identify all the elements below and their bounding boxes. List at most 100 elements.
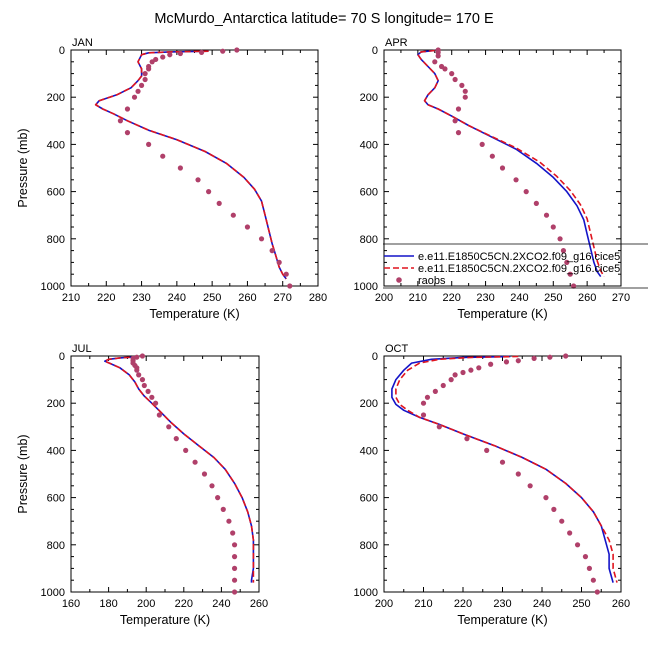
panel-apr-xtick-label: 270 <box>612 292 630 304</box>
panel-oct-raobs-point <box>476 365 482 371</box>
panel-apr-model2-line <box>417 49 605 277</box>
panel-jul-ytick-label: 600 <box>47 493 65 505</box>
panel-jan-raobs-point <box>167 52 173 58</box>
panel-jul-frame <box>70 355 260 593</box>
panel-apr-raobs-point <box>499 165 506 171</box>
panel-oct-raobs-point <box>515 471 521 477</box>
panel-jan-raobs-point <box>135 88 141 94</box>
panel-jan-xlabel: Temperature (K) <box>149 307 239 321</box>
panel-jul-xlabel: Temperature (K) <box>120 613 210 627</box>
panel-jul-raobs-point <box>220 506 226 512</box>
panel-jan-raobs-point <box>177 165 183 171</box>
panel-jan-xtick-label: 270 <box>274 292 292 304</box>
panel-jul-model2-line <box>104 355 255 583</box>
panel-jul: JUL 160 180 200 220 240 260 0 200 400 600 800 1000 Te… <box>16 343 268 627</box>
panel-jan-xtick-label: 230 <box>132 292 150 304</box>
panel-apr-raobs-point <box>455 106 462 112</box>
panel-jul-raobs-point <box>209 483 215 489</box>
panel-jan-raobs-point <box>269 248 275 254</box>
panel-jan-xtick-label: 280 <box>309 292 327 304</box>
panel-jan-ytick-label: 600 <box>47 187 65 199</box>
panel-jul-raobs-point <box>145 388 151 394</box>
panel-jan-raobs-point <box>216 200 222 206</box>
panel-jan-raobs-point <box>131 94 138 100</box>
panel-jan-ytick-label: 400 <box>47 139 65 151</box>
panel-apr-raobs-point <box>459 82 465 88</box>
panel-jan-raobs-point <box>276 259 282 265</box>
panel-jul-xtick-label: 220 <box>175 598 193 610</box>
panel-jul-ytick-label: 200 <box>47 398 65 410</box>
panel-jan-raobs-point <box>124 106 131 112</box>
panel-jul-raobs-point <box>201 471 208 477</box>
panel-oct-raobs-point <box>590 577 596 583</box>
panel-apr-xtick-label: 220 <box>443 292 461 304</box>
panel-oct-raobs-point <box>586 565 593 572</box>
panel-oct-raobs-point <box>582 554 589 560</box>
legend-label-model2: e.e11.E1850C5CN.2XCO2.f09_g16.cice5 <box>418 263 620 275</box>
panel-jan-raobs-point <box>244 224 251 230</box>
panel-oct-raobs-point <box>559 518 565 524</box>
panel-jul-raobs-point <box>149 394 155 400</box>
panel-apr-raobs-point <box>442 66 448 72</box>
panel-jul-raobs-point <box>156 412 162 418</box>
panel-jul-raobs-point <box>231 554 238 560</box>
panel-apr-ytick-label: 200 <box>360 92 378 104</box>
panel-oct-raobs-point <box>432 388 438 394</box>
panel-jul-raobs-point <box>166 424 172 430</box>
panel-jul-model1-line <box>104 355 255 583</box>
panel-jul-raobs-point <box>231 589 238 595</box>
panel-oct-raobs-point <box>531 355 537 361</box>
panel-jul-xtick-label: 260 <box>250 598 268 610</box>
panel-oct-raobs-point <box>488 361 494 367</box>
panel-jan-raobs-point <box>220 48 226 54</box>
panel-jan-raobs-point <box>160 153 166 159</box>
panel-jul-xtick-label: 240 <box>212 598 230 610</box>
panel-apr-raobs-point <box>523 189 529 195</box>
panel-apr-raobs-point <box>432 59 438 65</box>
panel-jan-xtick-label: 210 <box>62 292 80 304</box>
panel-apr-raobs-point <box>564 259 570 265</box>
panel-oct-raobs-point <box>515 358 521 364</box>
panel-oct-raobs-point <box>551 506 557 512</box>
panel-oct-ytick-label: 600 <box>360 493 378 505</box>
panel-jul-xtick-label: 180 <box>99 598 117 610</box>
panel-jan-xtick-label: 260 <box>238 292 256 304</box>
panel-oct-raobs-point <box>420 412 427 418</box>
panel-oct-raobs-point <box>464 436 470 442</box>
panel-apr-label: APR <box>385 37 408 49</box>
panel-apr-raobs-point <box>435 53 441 59</box>
panel-jan-raobs-point <box>195 177 201 183</box>
panel-jul-ytick-label: 800 <box>47 540 65 552</box>
panel-apr-raobs-point <box>560 248 567 254</box>
panel-oct-raobs-point <box>543 495 549 501</box>
panel-apr-raobs-point <box>543 212 550 218</box>
panel-jan-frame <box>70 49 319 287</box>
panel-oct: OCT 200 210 220 230 240 250 260 0 200 400 600 800 100… <box>354 343 631 627</box>
panel-oct-model2-line <box>395 355 618 583</box>
panel-oct-ytick-label: 1000 <box>354 587 378 599</box>
panel-apr-raobs-point <box>489 153 495 159</box>
panel-oct-raobs-point <box>563 353 569 359</box>
panel-apr-xtick-label: 230 <box>476 292 494 304</box>
panel-apr-raobs-point <box>462 94 468 100</box>
panel-oct-raobs-point <box>420 400 427 406</box>
panel-oct-xtick-label: 220 <box>454 598 472 610</box>
panel-jan-raobs-point <box>283 271 289 277</box>
panel-oct-raobs-point <box>436 424 442 430</box>
panel-oct-ytick-label: 200 <box>360 398 378 410</box>
panel-jul-raobs-point <box>230 530 236 536</box>
panel-jul-ytick-label: 1000 <box>41 587 65 599</box>
panel-jan-xtick-label: 220 <box>97 292 115 304</box>
panel-jul-raobs-point <box>231 577 238 583</box>
panel-jan-raobs-point <box>142 76 148 83</box>
panel-oct-ytick-label: 0 <box>372 351 378 363</box>
panel-jul-xtick-label: 200 <box>137 598 155 610</box>
panel-apr-raobs-point <box>449 71 455 77</box>
panel-oct-raobs-point <box>567 530 573 536</box>
panel-oct-raobs-point <box>503 359 510 365</box>
panel-jan-xtick-label: 240 <box>168 292 186 304</box>
panel-oct-ytick-label: 400 <box>360 445 378 457</box>
panel-jan-raobs-point <box>124 130 131 136</box>
panel-oct-raobs-point <box>527 483 533 489</box>
panel-jan-raobs-point <box>206 189 212 195</box>
